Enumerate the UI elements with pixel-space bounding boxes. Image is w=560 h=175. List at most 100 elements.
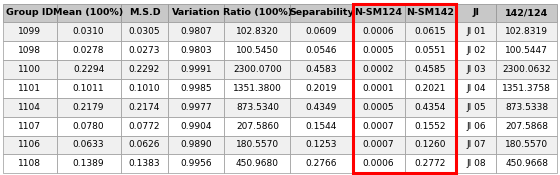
Text: 0.1383: 0.1383 bbox=[129, 159, 160, 168]
Text: 0.0310: 0.0310 bbox=[73, 27, 104, 36]
Text: 0.0626: 0.0626 bbox=[129, 141, 160, 149]
Bar bbox=[57, 41, 120, 60]
Bar bbox=[120, 22, 168, 41]
Bar bbox=[496, 135, 557, 154]
Text: 1100: 1100 bbox=[18, 65, 41, 74]
Bar bbox=[225, 135, 291, 154]
Bar bbox=[168, 154, 225, 173]
Bar bbox=[225, 4, 291, 22]
Bar bbox=[496, 79, 557, 98]
Bar bbox=[456, 60, 496, 79]
Bar bbox=[353, 22, 404, 41]
Text: JI 04: JI 04 bbox=[466, 84, 486, 93]
Bar bbox=[353, 41, 404, 60]
Text: JI 05: JI 05 bbox=[466, 103, 486, 112]
Text: 0.0305: 0.0305 bbox=[129, 27, 160, 36]
Bar bbox=[291, 60, 353, 79]
Text: 0.0005: 0.0005 bbox=[363, 46, 394, 55]
Bar bbox=[404, 154, 456, 173]
Text: 2300.0632: 2300.0632 bbox=[502, 65, 551, 74]
Bar bbox=[291, 79, 353, 98]
Text: 207.5868: 207.5868 bbox=[505, 122, 548, 131]
Text: 180.5570: 180.5570 bbox=[505, 141, 548, 149]
Text: 102.8320: 102.8320 bbox=[236, 27, 279, 36]
Bar bbox=[57, 117, 120, 135]
Text: 180.5570: 180.5570 bbox=[236, 141, 279, 149]
Bar bbox=[168, 60, 225, 79]
Bar bbox=[353, 4, 404, 22]
Bar bbox=[496, 4, 557, 22]
Bar bbox=[404, 135, 456, 154]
Text: 0.1552: 0.1552 bbox=[415, 122, 446, 131]
Text: Mean (100%): Mean (100%) bbox=[53, 8, 124, 18]
Text: M.S.D: M.S.D bbox=[129, 8, 160, 18]
Text: 102.8319: 102.8319 bbox=[505, 27, 548, 36]
Text: JI 08: JI 08 bbox=[466, 159, 486, 168]
Bar bbox=[496, 154, 557, 173]
Text: 0.1010: 0.1010 bbox=[129, 84, 160, 93]
Bar bbox=[120, 41, 168, 60]
Bar bbox=[168, 117, 225, 135]
Text: 0.9807: 0.9807 bbox=[180, 27, 212, 36]
Text: 0.2019: 0.2019 bbox=[306, 84, 337, 93]
Text: 1351.3800: 1351.3800 bbox=[233, 84, 282, 93]
Text: 100.5447: 100.5447 bbox=[505, 46, 548, 55]
Text: 2300.0700: 2300.0700 bbox=[233, 65, 282, 74]
Bar bbox=[3, 79, 57, 98]
Bar bbox=[291, 22, 353, 41]
Text: JI 07: JI 07 bbox=[466, 141, 486, 149]
Text: 0.9890: 0.9890 bbox=[180, 141, 212, 149]
Text: 0.0780: 0.0780 bbox=[73, 122, 104, 131]
Text: 207.5860: 207.5860 bbox=[236, 122, 279, 131]
Text: 0.2292: 0.2292 bbox=[129, 65, 160, 74]
Bar bbox=[168, 4, 225, 22]
Text: 873.5338: 873.5338 bbox=[505, 103, 548, 112]
Bar bbox=[3, 4, 57, 22]
Text: JI 03: JI 03 bbox=[466, 65, 486, 74]
Text: 0.9985: 0.9985 bbox=[180, 84, 212, 93]
Bar bbox=[225, 98, 291, 117]
Bar bbox=[168, 22, 225, 41]
Text: Separability: Separability bbox=[289, 8, 354, 18]
Bar bbox=[225, 60, 291, 79]
Text: 0.9803: 0.9803 bbox=[180, 46, 212, 55]
Bar bbox=[291, 4, 353, 22]
Bar bbox=[404, 22, 456, 41]
Bar bbox=[496, 22, 557, 41]
Text: 0.2021: 0.2021 bbox=[415, 84, 446, 93]
Text: 0.0001: 0.0001 bbox=[363, 84, 394, 93]
Text: 0.2294: 0.2294 bbox=[73, 65, 104, 74]
Bar bbox=[456, 79, 496, 98]
Bar bbox=[404, 79, 456, 98]
Bar bbox=[353, 79, 404, 98]
Bar bbox=[3, 154, 57, 173]
Text: 0.2772: 0.2772 bbox=[415, 159, 446, 168]
Text: 0.0615: 0.0615 bbox=[415, 27, 446, 36]
Bar bbox=[353, 135, 404, 154]
Text: 0.0006: 0.0006 bbox=[363, 27, 394, 36]
Text: 0.4354: 0.4354 bbox=[415, 103, 446, 112]
Text: 0.1544: 0.1544 bbox=[306, 122, 337, 131]
Text: 0.0551: 0.0551 bbox=[415, 46, 446, 55]
Bar bbox=[353, 154, 404, 173]
Bar bbox=[57, 98, 120, 117]
Text: 0.1011: 0.1011 bbox=[73, 84, 104, 93]
Text: 0.0609: 0.0609 bbox=[306, 27, 337, 36]
Bar bbox=[3, 135, 57, 154]
Bar bbox=[496, 117, 557, 135]
Text: 1107: 1107 bbox=[18, 122, 41, 131]
Bar bbox=[57, 4, 120, 22]
Bar bbox=[168, 79, 225, 98]
Bar bbox=[353, 4, 456, 173]
Text: Group ID: Group ID bbox=[6, 8, 53, 18]
Bar bbox=[456, 41, 496, 60]
Text: 1351.3758: 1351.3758 bbox=[502, 84, 551, 93]
Text: 0.4583: 0.4583 bbox=[306, 65, 337, 74]
Bar bbox=[120, 154, 168, 173]
Bar bbox=[168, 98, 225, 117]
Bar bbox=[353, 60, 404, 79]
Text: 1099: 1099 bbox=[18, 27, 41, 36]
Bar bbox=[496, 41, 557, 60]
Bar bbox=[225, 117, 291, 135]
Bar bbox=[456, 22, 496, 41]
